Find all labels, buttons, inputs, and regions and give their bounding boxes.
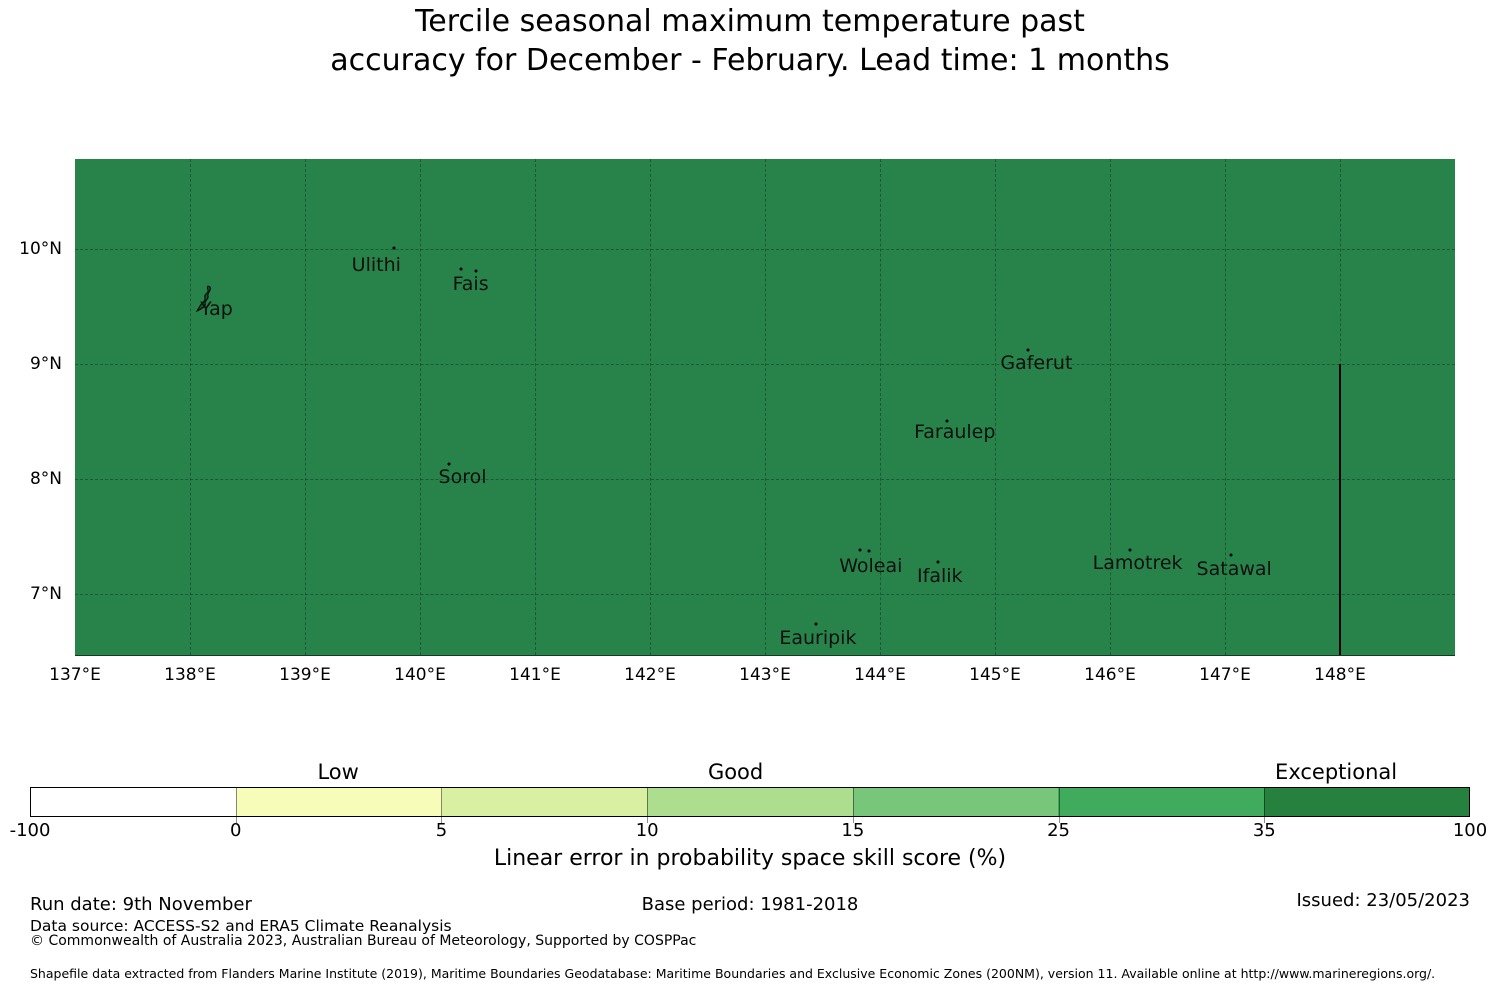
lon-tick-label: 139°E <box>279 665 331 685</box>
lon-tick-label: 144°E <box>854 665 906 685</box>
lon-tick-label: 137°E <box>49 665 101 685</box>
issued-date-text: Issued: 23/05/2023 <box>1296 890 1470 911</box>
eez-boundary-line <box>1339 363 1341 655</box>
island-label: Satawal <box>1196 557 1272 580</box>
lat-axis: 10°N 9°N 8°N 7°N <box>0 159 62 655</box>
lat-tick-label: 9°N <box>29 353 62 374</box>
lon-tick-label: 142°E <box>624 665 676 685</box>
colorbar-tick-label: 0 <box>229 820 242 841</box>
colorbar-zone-label: Good <box>707 760 764 784</box>
island-label: Lamotrek <box>1092 551 1183 574</box>
lon-tick-label: 141°E <box>509 665 561 685</box>
island-dot-icon <box>459 267 463 271</box>
island-dot-icon <box>814 622 818 626</box>
island-label: Sorol <box>438 465 487 488</box>
colorbar-segment <box>647 788 853 816</box>
island-label: Ifalik <box>917 564 963 587</box>
shapefile-note-text: Shapefile data extracted from Flanders M… <box>30 966 1436 981</box>
lat-tick-label: 10°N <box>19 238 62 259</box>
island-dot-icon <box>474 269 478 273</box>
lon-grid-line <box>535 159 536 655</box>
lon-tick-label: 140°E <box>394 665 446 685</box>
island-dot-icon <box>945 419 949 423</box>
island-dot-icon <box>936 560 939 564</box>
lon-grid-line <box>650 159 651 655</box>
data-source-text: Data source: ACCESS-S2 and ERA5 Climate … <box>30 917 452 935</box>
lon-tick-label: 147°E <box>1199 665 1251 685</box>
lat-grid-line <box>75 478 1455 480</box>
lat-grid-line <box>75 594 1455 595</box>
colorbar-segment <box>852 788 1059 816</box>
island-dot-icon <box>858 548 862 552</box>
colorbar-segment <box>236 788 442 816</box>
run-date-text: Run date: 9th November <box>30 894 252 915</box>
lon-grid-line <box>1225 159 1226 655</box>
lon-tick-label: 145°E <box>969 665 1021 685</box>
lon-tick-label: 148°E <box>1314 665 1366 685</box>
base-period-text: Base period: 1981-2018 <box>641 894 859 915</box>
lon-axis: 137°E 138°E 139°E 140°E 141°E 142°E 143°E 144°E… <box>49 665 1455 689</box>
colorbar-segment <box>31 788 237 816</box>
copyright-text: © Commonwealth of Australia 2023, Austra… <box>30 933 697 949</box>
figure-title-line1: Tercile seasonal maximum temperature pas… <box>415 4 1085 39</box>
lat-tick-label: 8°N <box>29 468 62 489</box>
lat-tick-label: 7°N <box>29 584 62 604</box>
colorbar-zone-label: Exceptional <box>1275 760 1398 784</box>
colorbar-tick-label: 10 <box>635 820 659 841</box>
yap-island-icon <box>195 285 217 313</box>
island-dot-icon <box>392 246 396 250</box>
colorbar-segment <box>1058 788 1264 816</box>
colorbar-tick-label: 15 <box>841 820 865 841</box>
colorbar-axis-label: Linear error in probability space skill … <box>493 846 1007 871</box>
island-label: Woleai <box>839 555 903 578</box>
island-dot-icon <box>1026 348 1030 352</box>
island-label: Gaferut <box>1000 351 1073 374</box>
colorbar-tick-label: 35 <box>1252 820 1276 841</box>
lon-grid-line <box>305 159 306 655</box>
island-label: Yap <box>200 297 233 320</box>
colorbar <box>30 787 1470 817</box>
colorbar-segment <box>1263 788 1469 816</box>
colorbar-tick-label: -100 <box>9 820 51 841</box>
island-dot-icon <box>1229 553 1233 557</box>
lat-grid-line <box>75 248 1455 250</box>
lon-tick-label: 143°E <box>739 665 791 685</box>
figure-title-line2: accuracy for December - February. Lead t… <box>330 43 1170 78</box>
lon-tick-label: 138°E <box>164 665 216 685</box>
lat-grid-line <box>75 363 1455 365</box>
lon-tick-label: 146°E <box>1084 665 1136 685</box>
colorbar-tick-label: 5 <box>435 820 448 841</box>
island-label: Faraulep <box>914 420 996 443</box>
map-canvas: Yap Ulithi Fais Gaferut Faraulep Sorol Woleai I… <box>75 159 1455 656</box>
colorbar-zone-labels: Low Good Exceptional <box>30 756 1470 784</box>
island-dot-icon <box>447 462 451 466</box>
colorbar-tick-label: 100 <box>1452 820 1488 841</box>
island-label: Eauripik <box>779 626 857 649</box>
island-dot-icon <box>1128 548 1132 552</box>
lon-grid-line <box>420 159 421 655</box>
colorbar-tick-label: 25 <box>1047 820 1071 841</box>
lon-grid-line <box>190 159 191 655</box>
colorbar-segment <box>441 788 648 816</box>
lon-grid-line <box>765 159 766 655</box>
island-label: Ulithi <box>351 253 401 276</box>
colorbar-tick-labels: -100 0 5 10 15 25 35 100 <box>10 820 1488 846</box>
lon-grid-line <box>995 159 996 655</box>
colorbar-zone-label: Low <box>317 760 359 784</box>
figure-title: Tercile seasonal maximum temperature pas… <box>0 2 1500 80</box>
lon-grid-line <box>1110 159 1111 655</box>
island-dot-icon <box>867 549 870 553</box>
island-label: Fais <box>452 273 489 296</box>
lon-grid-line <box>880 159 881 655</box>
